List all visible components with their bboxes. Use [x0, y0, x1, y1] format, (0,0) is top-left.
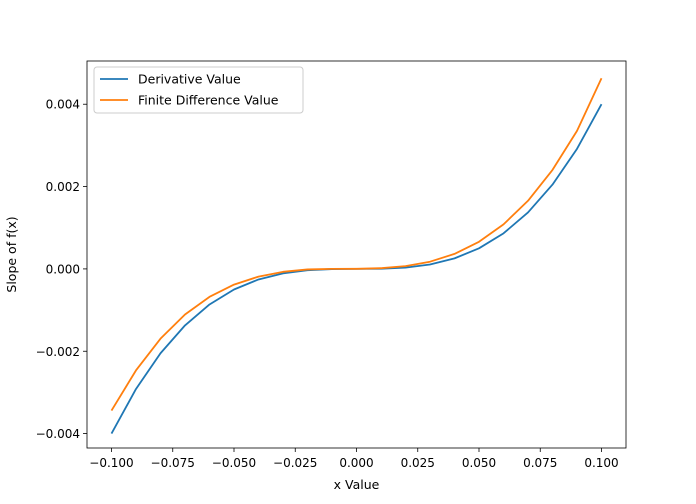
- x-tick-label: −0.100: [89, 456, 133, 470]
- series-line-finite-difference: [110, 77, 603, 412]
- x-tick-label: −0.025: [273, 456, 317, 470]
- x-tick-label: 0.100: [584, 456, 618, 470]
- x-axis: −0.100 −0.075 −0.050 −0.025 0.000 0.025 0.050 0…: [89, 448, 619, 470]
- y-axis-label: Slope of f(x): [4, 216, 19, 292]
- legend-box: [93, 66, 304, 114]
- x-tick-label: 0.050: [462, 456, 496, 470]
- plot-area: [87, 61, 626, 448]
- x-tick-label: −0.075: [151, 456, 195, 470]
- y-tick-label: 0.000: [46, 262, 80, 276]
- y-axis: −0.004 −0.002 0.000 0.002 0.004: [36, 98, 87, 441]
- x-tick-label: −0.050: [212, 456, 256, 470]
- y-tick-label: 0.002: [46, 180, 80, 194]
- legend: Derivative Value Finite Difference Value: [93, 66, 304, 114]
- x-tick-label: 0.000: [339, 456, 373, 470]
- x-tick-label: 0.025: [401, 456, 435, 470]
- x-tick-label: 0.075: [523, 456, 557, 470]
- y-tick-label: −0.002: [36, 345, 80, 359]
- y-tick-label: 0.004: [46, 98, 80, 112]
- x-axis-label: x Value: [334, 477, 380, 492]
- legend-label-finite-difference: Finite Difference Value: [138, 93, 279, 108]
- legend-label-derivative: Derivative Value: [138, 72, 241, 87]
- y-tick-label: −0.004: [36, 427, 80, 441]
- series-layer: [110, 77, 603, 435]
